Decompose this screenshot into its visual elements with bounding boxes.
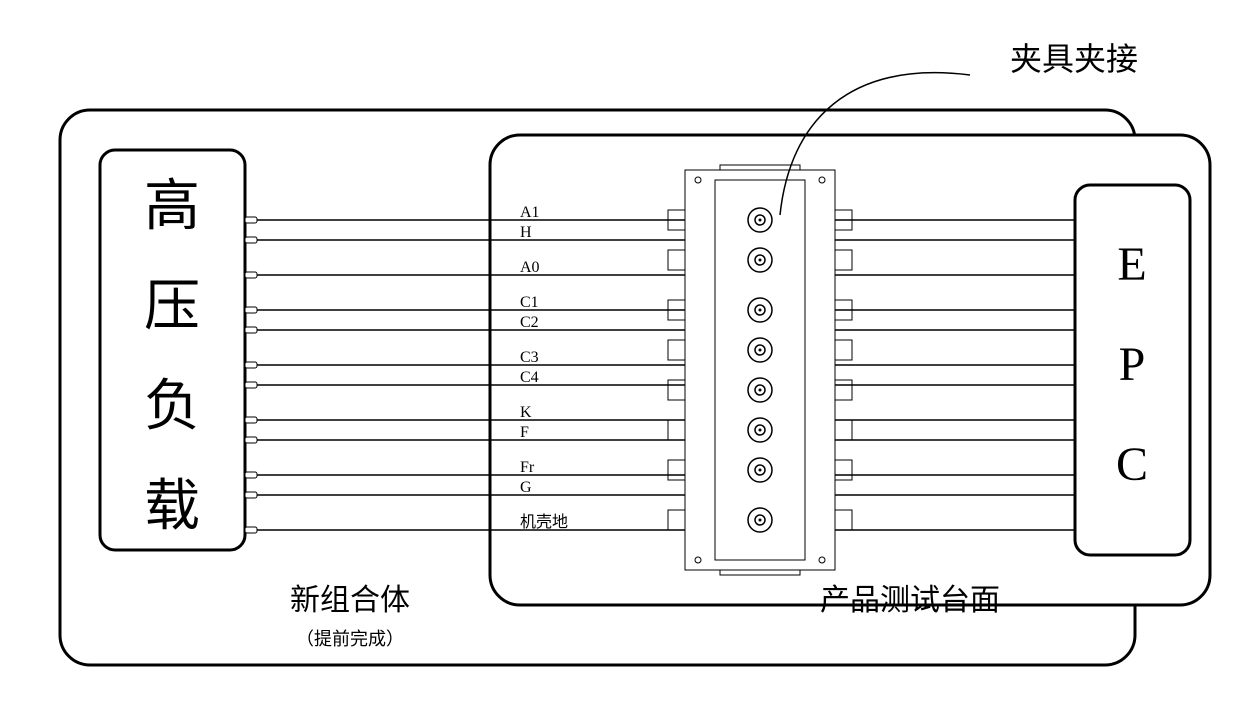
ferrule-icon <box>245 472 257 478</box>
clamp-tab-left <box>668 250 685 270</box>
ferrule-icon <box>245 527 257 533</box>
terminal-dot <box>759 389 762 392</box>
terminal-dot <box>759 309 762 312</box>
caption: 产品测试台面 <box>820 584 1000 617</box>
terminal-dot <box>759 349 762 352</box>
terminal-dot <box>759 259 762 262</box>
signal-label: C3 <box>520 349 539 366</box>
clamp-tab-left <box>668 510 685 530</box>
clamp-tab-left <box>668 420 685 440</box>
clamp-tab-left <box>668 380 685 400</box>
terminal-dot <box>759 219 762 222</box>
signal-label: G <box>520 479 532 496</box>
epc-char: C <box>1116 438 1148 491</box>
hv-load-char: 载 <box>144 476 200 538</box>
clamp-tab-right <box>835 420 852 440</box>
clamp-tab-right <box>835 340 852 360</box>
ferrule-icon <box>245 382 257 388</box>
clamp-label: 夹具夹接 <box>1010 41 1138 77</box>
signal-label: F <box>520 424 529 441</box>
signal-label: Fr <box>520 459 535 476</box>
caption: （提前完成） <box>296 629 404 649</box>
clamp-tab-right <box>835 250 852 270</box>
connector-frame <box>685 170 835 570</box>
signal-label: K <box>520 404 532 421</box>
ferrule-icon <box>245 492 257 498</box>
ferrule-icon <box>245 437 257 443</box>
ferrule-icon <box>245 237 257 243</box>
signal-label: A1 <box>520 204 540 221</box>
signal-label: H <box>520 224 532 241</box>
clamp-tab-right <box>835 380 852 400</box>
signal-label: C2 <box>520 314 539 331</box>
clamp-tab-left <box>668 340 685 360</box>
epc-char: E <box>1117 238 1146 291</box>
ferrule-icon <box>245 272 257 278</box>
signal-label: C4 <box>520 369 539 386</box>
signal-label: A0 <box>520 259 540 276</box>
hv-load-char: 高 <box>144 176 200 238</box>
hv-load-char: 负 <box>144 376 200 438</box>
terminal-dot <box>759 429 762 432</box>
clamp-tab-right <box>835 460 852 480</box>
clamp-tab-right <box>835 510 852 530</box>
signal-label: C1 <box>520 294 539 311</box>
caption: 新组合体 <box>290 584 410 617</box>
ferrule-icon <box>245 217 257 223</box>
epc-char: P <box>1119 338 1146 391</box>
signal-label: 机壳地 <box>520 513 568 531</box>
clamp-tab-left <box>668 460 685 480</box>
diagram-canvas: 高压负载 EPC A1 H A0 C1 C2 C3 C4 KF Fr G 机壳地 夹具夹接新组合体 （提前完… <box>20 20 1240 685</box>
terminal-dot <box>759 469 762 472</box>
ferrule-icon <box>245 417 257 423</box>
ferrule-icon <box>245 362 257 368</box>
hv-load-char: 压 <box>144 276 200 338</box>
ferrule-icon <box>245 327 257 333</box>
ferrule-icon <box>245 307 257 313</box>
terminal-dot <box>759 519 762 522</box>
